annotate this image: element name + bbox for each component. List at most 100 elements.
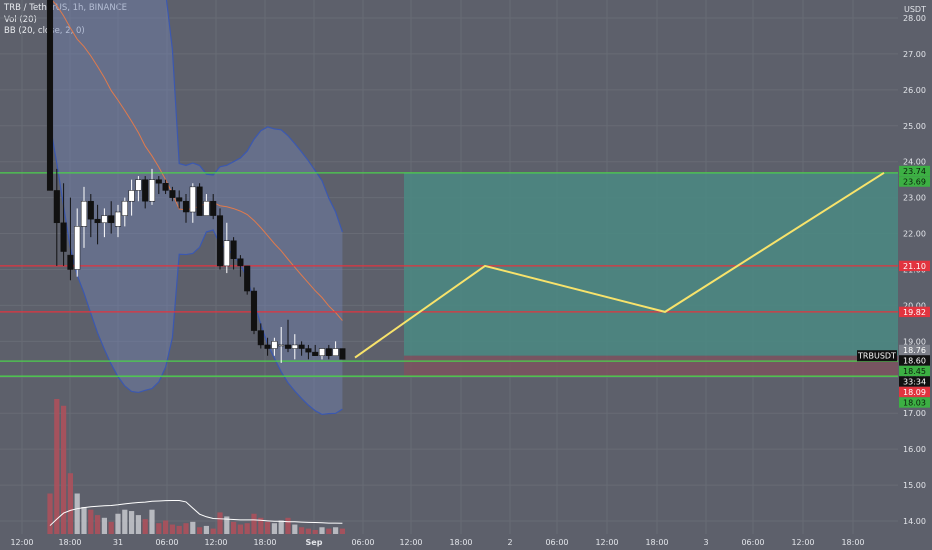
horizontal-levels[interactable]	[0, 172, 898, 377]
volume-bar	[47, 493, 53, 534]
price-tag-bg	[899, 386, 930, 398]
bollinger-legend[interactable]: BB (20, close, 2, 0)	[4, 26, 85, 36]
candle-body	[80, 200, 88, 227]
volume-bar	[156, 523, 162, 534]
target-zone	[404, 172, 898, 356]
candlesticks	[46, 0, 346, 363]
x-tick-label: 12:00	[204, 538, 227, 547]
x-tick-label: 2	[507, 538, 512, 547]
candle-body	[74, 226, 81, 270]
volume-bar	[210, 528, 216, 534]
candle-body	[114, 211, 122, 227]
candle-body	[46, 0, 54, 191]
volume-bar	[319, 527, 325, 534]
price-tag-bg	[899, 397, 930, 408]
candle-body	[121, 200, 128, 216]
candle-body	[182, 200, 190, 213]
position-zones	[404, 172, 898, 377]
volume-bar	[149, 509, 155, 534]
volume-bar	[285, 517, 291, 534]
candle-body	[155, 179, 162, 184]
x-tick-label: 18:00	[645, 538, 668, 547]
y-tick-label: 15.00	[903, 481, 926, 490]
volume-bar	[129, 511, 135, 534]
bollinger-lower	[49, 124, 343, 415]
candle-body	[318, 348, 326, 356]
price-tag: 19.82	[903, 308, 926, 317]
x-tick-label: 12:00	[791, 538, 814, 547]
y-tick-label: 23.00	[903, 194, 926, 203]
x-tick-label: 18:00	[449, 538, 472, 547]
x-tick-label: 18:00	[841, 538, 864, 547]
y-tick-label: 24.00	[903, 158, 926, 167]
candle-body	[230, 240, 237, 259]
y-tick-label: 27.00	[903, 50, 926, 59]
price-tag-bg	[899, 176, 930, 187]
y-tick-label: 16.00	[903, 445, 926, 454]
time-axis[interactable]: 12:00 18:00 31 06:00 12:00 18:00 Sep 06:00 12:00…	[10, 538, 864, 547]
volume-bar	[95, 515, 101, 534]
candle-body	[332, 348, 339, 356]
x-tick-label: 18:00	[58, 538, 81, 547]
candle-body	[298, 344, 305, 349]
price-tag-bg	[899, 376, 930, 387]
candle-body	[237, 258, 244, 267]
volume-bar	[135, 515, 141, 534]
volume-bar	[258, 517, 264, 534]
x-tick-label: 06:00	[155, 538, 178, 547]
volume-bar	[224, 516, 230, 534]
x-tick-label: 12:00	[399, 538, 422, 547]
volume-bar	[54, 399, 60, 534]
candle-body	[148, 179, 156, 202]
projection-path[interactable]	[354, 171, 885, 359]
candle-body	[67, 254, 74, 270]
candle-body	[60, 222, 67, 252]
volume-bar	[305, 528, 311, 534]
volume-bar	[231, 521, 237, 534]
volume-bar	[237, 524, 243, 534]
y-tick-label: 22.00	[903, 230, 926, 239]
price-tag: 33:34	[903, 377, 926, 386]
x-tick-label: 31	[113, 538, 123, 547]
volume-bar	[299, 527, 305, 534]
candle-body	[216, 215, 224, 267]
candle-body	[135, 179, 142, 191]
candle-body	[189, 186, 196, 213]
candle-body	[325, 348, 332, 356]
price-tag-bg	[899, 306, 930, 318]
x-tick-label: 06:00	[545, 538, 568, 547]
volume-bar	[292, 524, 298, 534]
volume-bars	[47, 399, 345, 534]
candle-body	[223, 240, 230, 267]
candle-body	[108, 215, 115, 224]
volume-bar	[88, 509, 94, 534]
candle-body	[169, 190, 176, 198]
symbol-tag-bg	[857, 350, 897, 362]
volume-bar	[339, 528, 345, 534]
volume-bar	[169, 524, 175, 534]
candle-body	[203, 200, 210, 216]
price-tag-bg	[899, 165, 930, 177]
candle-body	[264, 344, 271, 349]
price-tag: 21.10	[903, 262, 926, 271]
candle-body	[291, 344, 298, 349]
volume-bar	[81, 507, 87, 534]
volume-legend[interactable]: Vol (20)	[4, 14, 37, 25]
x-tick-label: 06:00	[351, 538, 374, 547]
x-tick-label: 06:00	[741, 538, 764, 547]
volume-bar	[142, 519, 148, 534]
symbol-legend[interactable]: TRB / TetherUS, 1h, BINANCE	[4, 3, 128, 13]
stop-zone	[404, 355, 898, 377]
candle-body	[250, 290, 258, 331]
volume-bar	[217, 512, 223, 534]
x-tick-label: 12:00	[595, 538, 618, 547]
volume-bar	[122, 509, 128, 534]
candle-body	[339, 348, 346, 360]
volume-bar	[326, 528, 332, 534]
volume-bar	[61, 405, 67, 534]
candle-body	[312, 351, 319, 356]
currency-label: USDT	[904, 5, 926, 14]
x-tick-label: 12:00	[10, 538, 33, 547]
price-tag: 23.69	[903, 178, 926, 187]
